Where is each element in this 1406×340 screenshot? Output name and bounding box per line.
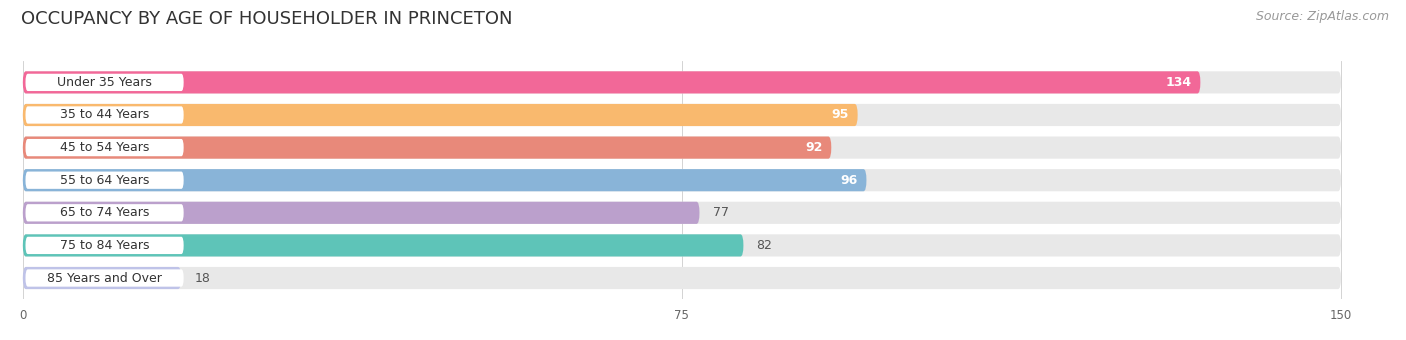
FancyBboxPatch shape (25, 204, 184, 221)
Text: 134: 134 (1166, 76, 1192, 89)
FancyBboxPatch shape (22, 104, 858, 126)
FancyBboxPatch shape (22, 71, 1201, 94)
FancyBboxPatch shape (25, 269, 184, 287)
FancyBboxPatch shape (25, 237, 184, 254)
FancyBboxPatch shape (25, 172, 184, 189)
Text: Source: ZipAtlas.com: Source: ZipAtlas.com (1256, 10, 1389, 23)
FancyBboxPatch shape (22, 137, 831, 159)
FancyBboxPatch shape (22, 234, 1341, 256)
Text: 18: 18 (194, 272, 209, 285)
FancyBboxPatch shape (22, 169, 1341, 191)
Text: 35 to 44 Years: 35 to 44 Years (60, 108, 149, 121)
FancyBboxPatch shape (22, 234, 744, 256)
FancyBboxPatch shape (25, 106, 184, 124)
FancyBboxPatch shape (22, 71, 1341, 94)
Text: 77: 77 (713, 206, 728, 219)
FancyBboxPatch shape (22, 137, 1341, 159)
FancyBboxPatch shape (22, 267, 181, 289)
FancyBboxPatch shape (25, 74, 184, 91)
Text: 45 to 54 Years: 45 to 54 Years (60, 141, 149, 154)
FancyBboxPatch shape (22, 202, 700, 224)
Text: 55 to 64 Years: 55 to 64 Years (60, 174, 149, 187)
Text: 96: 96 (841, 174, 858, 187)
Text: Under 35 Years: Under 35 Years (58, 76, 152, 89)
Text: 75 to 84 Years: 75 to 84 Years (60, 239, 149, 252)
FancyBboxPatch shape (22, 169, 866, 191)
FancyBboxPatch shape (22, 104, 1341, 126)
Text: OCCUPANCY BY AGE OF HOUSEHOLDER IN PRINCETON: OCCUPANCY BY AGE OF HOUSEHOLDER IN PRINC… (21, 10, 513, 28)
Text: 95: 95 (831, 108, 849, 121)
FancyBboxPatch shape (22, 202, 1341, 224)
FancyBboxPatch shape (25, 139, 184, 156)
Text: 82: 82 (756, 239, 772, 252)
Text: 92: 92 (806, 141, 823, 154)
Text: 85 Years and Over: 85 Years and Over (48, 272, 162, 285)
FancyBboxPatch shape (22, 267, 1341, 289)
Text: 65 to 74 Years: 65 to 74 Years (60, 206, 149, 219)
